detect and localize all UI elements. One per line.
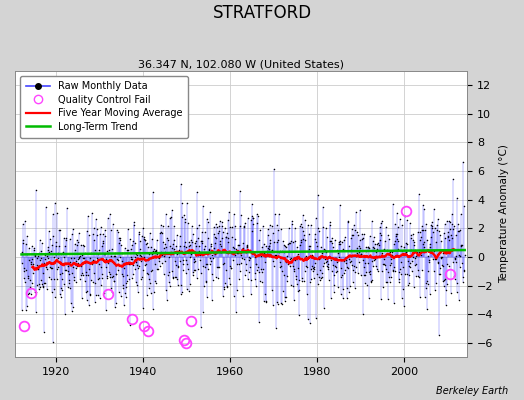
Text: Berkeley Earth: Berkeley Earth: [436, 386, 508, 396]
Legend: Raw Monthly Data, Quality Control Fail, Five Year Moving Average, Long-Term Tren: Raw Monthly Data, Quality Control Fail, …: [20, 76, 188, 138]
Y-axis label: Temperature Anomaly (°C): Temperature Anomaly (°C): [499, 144, 509, 284]
Text: STRATFORD: STRATFORD: [212, 4, 312, 22]
Title: 36.347 N, 102.080 W (United States): 36.347 N, 102.080 W (United States): [138, 60, 344, 70]
